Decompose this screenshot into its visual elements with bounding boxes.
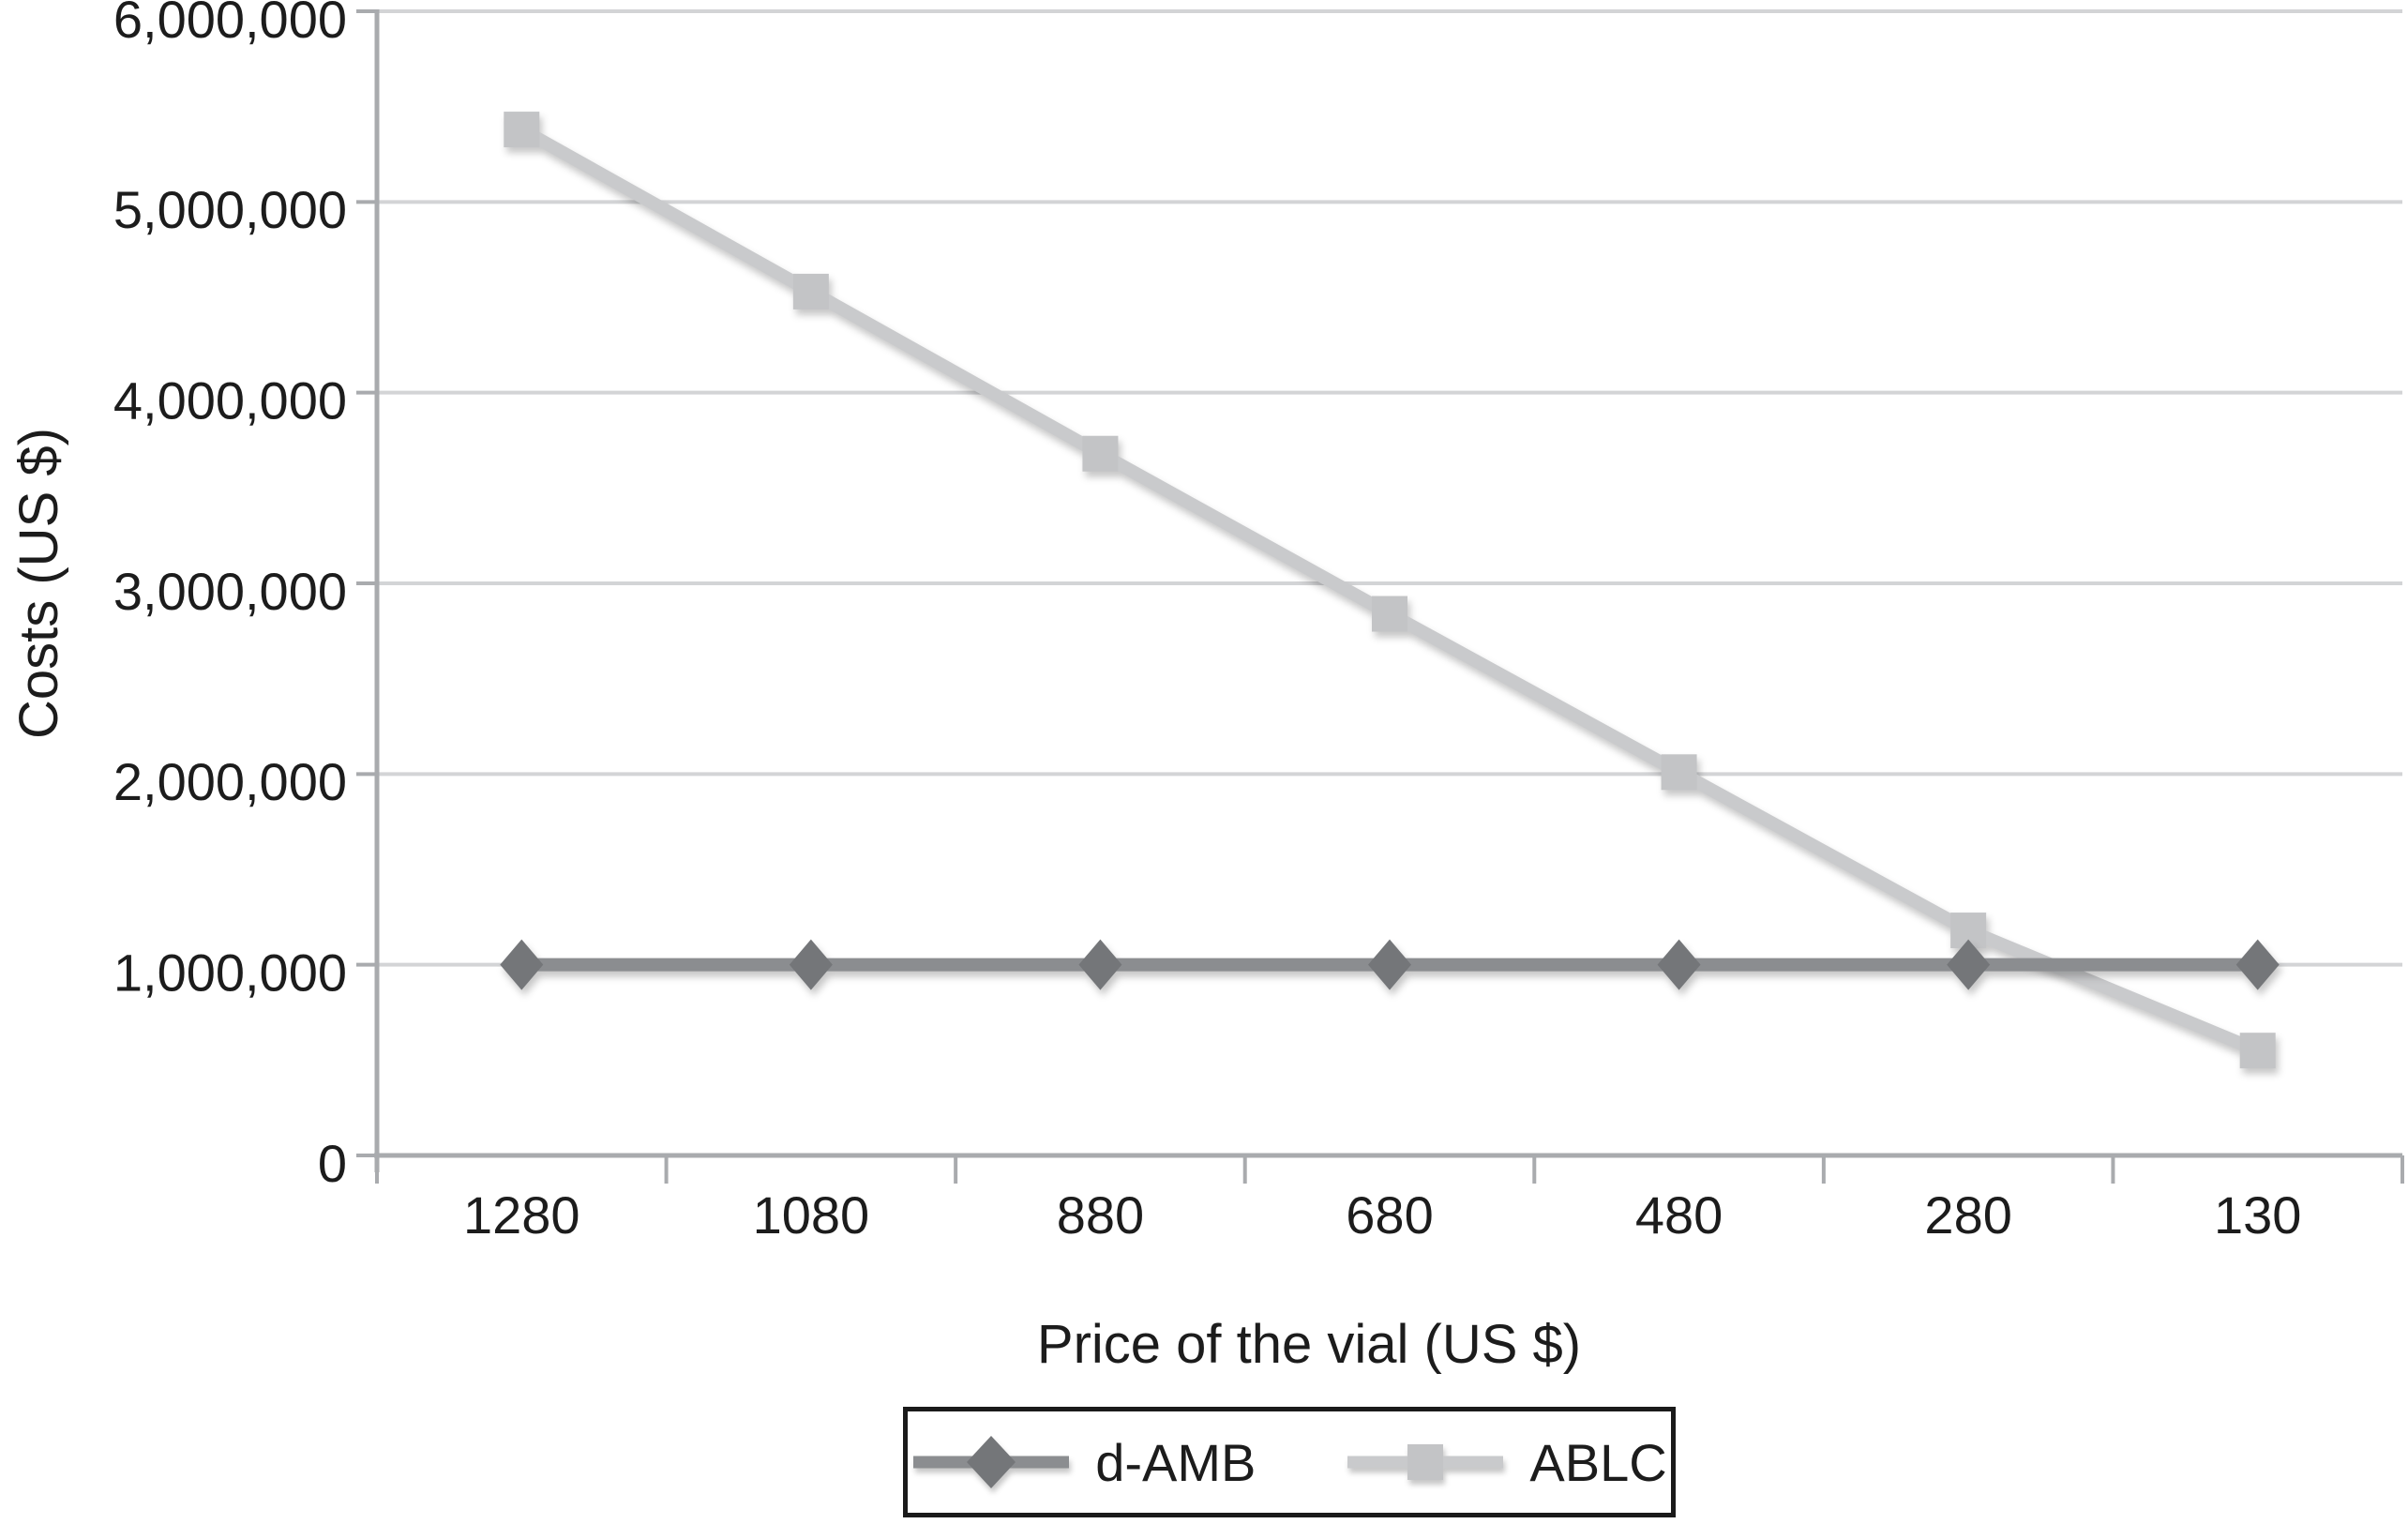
x-axis-tick-label: 680 <box>1346 1185 1433 1245</box>
d-amb-diamond-marker-icon <box>913 1436 1070 1488</box>
d-amb-marker <box>2235 939 2280 990</box>
legend-label-ablc: ABLC <box>1529 1432 1667 1492</box>
d-amb-marker <box>1078 939 1122 990</box>
d-amb-marker <box>1368 939 1411 990</box>
y-axis-tick-label: 3,000,000 <box>113 562 347 621</box>
d-amb-marker <box>1947 939 1991 990</box>
y-axis-tick-label: 2,000,000 <box>113 752 347 811</box>
ablc-marker <box>1082 435 1119 472</box>
d-amb-marker <box>500 939 544 990</box>
legend-label-d-amb: d-AMB <box>1095 1432 1257 1492</box>
ablc-line <box>518 123 2261 1057</box>
x-axis-tick-label: 480 <box>1635 1185 1723 1245</box>
y-axis-title: Costs (US $) <box>8 428 69 739</box>
ablc-marker <box>792 273 829 309</box>
y-axis-tick-label: 0 <box>318 1134 347 1193</box>
d-amb-series <box>500 939 2280 990</box>
y-axis-tick-label: 4,000,000 <box>113 370 347 430</box>
y-axis-tick-label: 1,000,000 <box>113 943 347 1002</box>
y-axis-tick-label: 5,000,000 <box>113 180 347 239</box>
y-axis-tick-label: 6,000,000 <box>113 0 347 49</box>
ablc-series <box>504 112 2276 1069</box>
ablc-marker <box>1661 754 1697 791</box>
legend-item-d-amb: d-AMB <box>911 1432 1256 1493</box>
x-axis-title: Price of the vial (US $) <box>1036 1314 1582 1375</box>
x-axis-tick-label: 1280 <box>463 1185 580 1245</box>
x-axis-tick-label: 280 <box>1924 1185 2011 1245</box>
ablc-marker <box>504 112 540 148</box>
ablc-square-marker-icon <box>1347 1444 1504 1480</box>
x-axis-tick-label: 130 <box>2214 1185 2301 1245</box>
legend: d-AMB ABLC <box>903 1407 1676 1517</box>
ablc-marker <box>1372 596 1407 632</box>
x-axis-tick-label: 880 <box>1057 1185 1144 1245</box>
ablc-marker <box>2239 1033 2276 1069</box>
d-amb-marker <box>789 939 833 990</box>
legend-item-ablc: ABLC <box>1346 1432 1667 1493</box>
d-amb-marker <box>1657 939 1701 990</box>
x-axis-tick-label: 1080 <box>753 1185 870 1245</box>
